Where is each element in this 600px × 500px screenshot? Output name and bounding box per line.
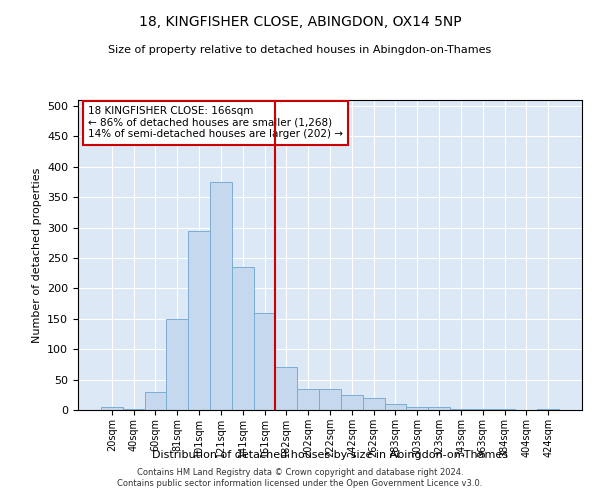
- Text: Size of property relative to detached houses in Abingdon-on-Thames: Size of property relative to detached ho…: [109, 45, 491, 55]
- Bar: [123, 409, 145, 410]
- Bar: [450, 409, 472, 410]
- Bar: [166, 319, 188, 410]
- Bar: [406, 407, 428, 410]
- Bar: [275, 368, 297, 410]
- Bar: [428, 407, 450, 410]
- Text: 18 KINGFISHER CLOSE: 166sqm
← 86% of detached houses are smaller (1,268)
14% of : 18 KINGFISHER CLOSE: 166sqm ← 86% of det…: [88, 106, 343, 140]
- Bar: [145, 392, 166, 410]
- Text: 18, KINGFISHER CLOSE, ABINGDON, OX14 5NP: 18, KINGFISHER CLOSE, ABINGDON, OX14 5NP: [139, 15, 461, 29]
- Bar: [297, 388, 319, 410]
- Bar: [232, 267, 254, 410]
- Bar: [319, 388, 341, 410]
- Y-axis label: Number of detached properties: Number of detached properties: [32, 168, 41, 342]
- Bar: [254, 312, 275, 410]
- Bar: [385, 404, 406, 410]
- Bar: [363, 398, 385, 410]
- Bar: [341, 395, 363, 410]
- Text: Distribution of detached houses by size in Abingdon-on-Thames: Distribution of detached houses by size …: [152, 450, 508, 460]
- Bar: [101, 407, 123, 410]
- Bar: [210, 182, 232, 410]
- Bar: [537, 409, 559, 410]
- Bar: [188, 230, 210, 410]
- Text: Contains HM Land Registry data © Crown copyright and database right 2024.
Contai: Contains HM Land Registry data © Crown c…: [118, 468, 482, 487]
